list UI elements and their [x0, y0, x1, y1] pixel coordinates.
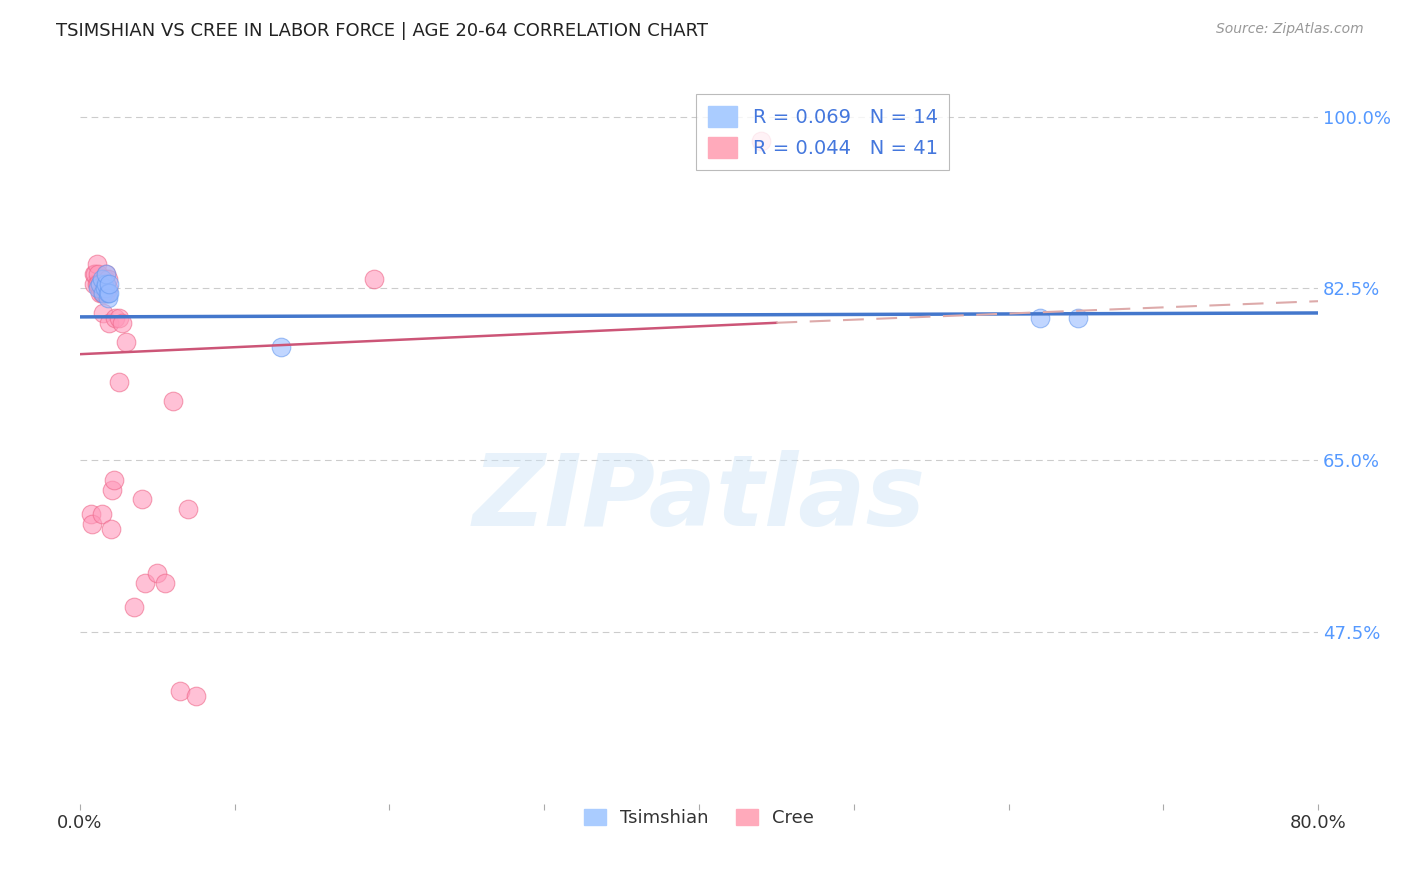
Point [169, 683, 191, 698]
Point [111, 316, 134, 330]
Point [91, 306, 114, 320]
Point [96, 277, 118, 291]
Text: TSIMSHIAN VS CREE IN LABOR FORCE | AGE 20-64 CORRELATION CHART: TSIMSHIAN VS CREE IN LABOR FORCE | AGE 2… [56, 22, 709, 40]
Point [96, 267, 118, 281]
Point [270, 340, 292, 354]
Point [98, 316, 121, 330]
Point [91, 286, 114, 301]
Point [177, 502, 200, 516]
Point [93, 271, 115, 285]
Point [87, 267, 110, 281]
Legend: Tsimshian, Cree: Tsimshian, Cree [576, 802, 821, 835]
Point [96, 286, 118, 301]
Point [101, 483, 124, 497]
Point [103, 473, 125, 487]
Point [1067, 310, 1090, 325]
Point [104, 310, 127, 325]
Point [90, 286, 112, 301]
Text: Source: ZipAtlas.com: Source: ZipAtlas.com [1216, 22, 1364, 37]
Point [98, 277, 121, 291]
Point [82, 516, 104, 531]
Point [86, 277, 108, 291]
Point [91, 286, 114, 301]
Point [122, 600, 145, 615]
Point [89, 286, 111, 301]
Point [97, 271, 120, 285]
Point [84, 267, 107, 281]
Point [89, 277, 111, 291]
Point [115, 335, 138, 350]
Point [93, 286, 115, 301]
Point [87, 277, 110, 291]
Point [1028, 310, 1050, 325]
Point [749, 134, 772, 148]
Point [100, 522, 122, 536]
Point [107, 310, 129, 325]
Point [83, 267, 105, 281]
Point [146, 566, 169, 580]
Point [90, 507, 112, 521]
Point [134, 575, 156, 590]
Point [93, 281, 115, 295]
Point [98, 286, 121, 301]
Point [83, 277, 105, 291]
Point [80, 507, 103, 521]
Point [90, 271, 112, 285]
Point [131, 492, 153, 507]
Point [153, 575, 176, 590]
Point [87, 281, 110, 295]
Point [363, 271, 385, 285]
Point [97, 286, 120, 301]
Point [86, 257, 108, 271]
Text: ZIPatlas: ZIPatlas [472, 450, 925, 547]
Point [97, 291, 120, 305]
Point [89, 277, 111, 291]
Point [107, 375, 129, 389]
Point [184, 689, 207, 703]
Point [97, 281, 120, 295]
Point [162, 394, 184, 409]
Point [96, 267, 118, 281]
